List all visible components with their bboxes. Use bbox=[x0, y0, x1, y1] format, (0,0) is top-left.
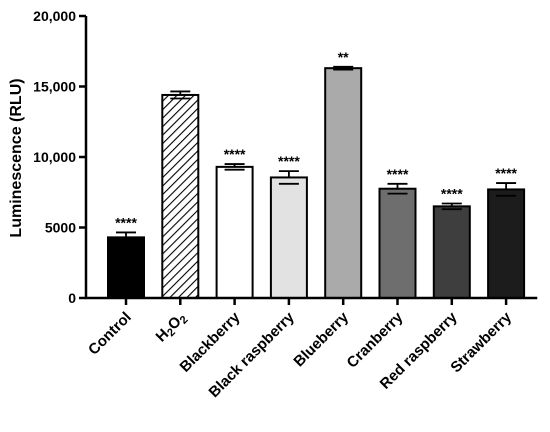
significance-label: **** bbox=[278, 153, 300, 169]
bar bbox=[161, 93, 200, 299]
x-tick-label: Control bbox=[85, 309, 135, 359]
y-tick-label: 15,000 bbox=[33, 79, 76, 95]
bars: ******** ****************** bbox=[107, 49, 526, 300]
bar bbox=[432, 205, 471, 300]
y-axis: 0 5000 10,000 15,000 20,000 bbox=[33, 8, 88, 306]
bar bbox=[215, 165, 254, 299]
y-tick-label: 5000 bbox=[45, 220, 76, 236]
y-tick-label: 10,000 bbox=[33, 149, 76, 165]
significance-label: **** bbox=[441, 186, 463, 202]
significance-label: **** bbox=[387, 166, 409, 182]
x-tick-label: Blueberry bbox=[290, 308, 352, 370]
y-tick-label: 0 bbox=[68, 290, 76, 306]
bar bbox=[378, 187, 417, 300]
x-tick-label: H2O2 bbox=[153, 309, 191, 347]
bar bbox=[269, 176, 308, 300]
y-tick-label: 20,000 bbox=[33, 8, 76, 24]
y-axis-title: Luminescence (RLU) bbox=[8, 78, 25, 237]
bar bbox=[107, 236, 145, 299]
significance-label: ** bbox=[338, 49, 349, 65]
significance-label: **** bbox=[115, 214, 137, 230]
bar bbox=[324, 67, 363, 299]
significance-label: **** bbox=[224, 146, 246, 162]
bar bbox=[487, 188, 526, 299]
significance-label: **** bbox=[495, 165, 517, 181]
